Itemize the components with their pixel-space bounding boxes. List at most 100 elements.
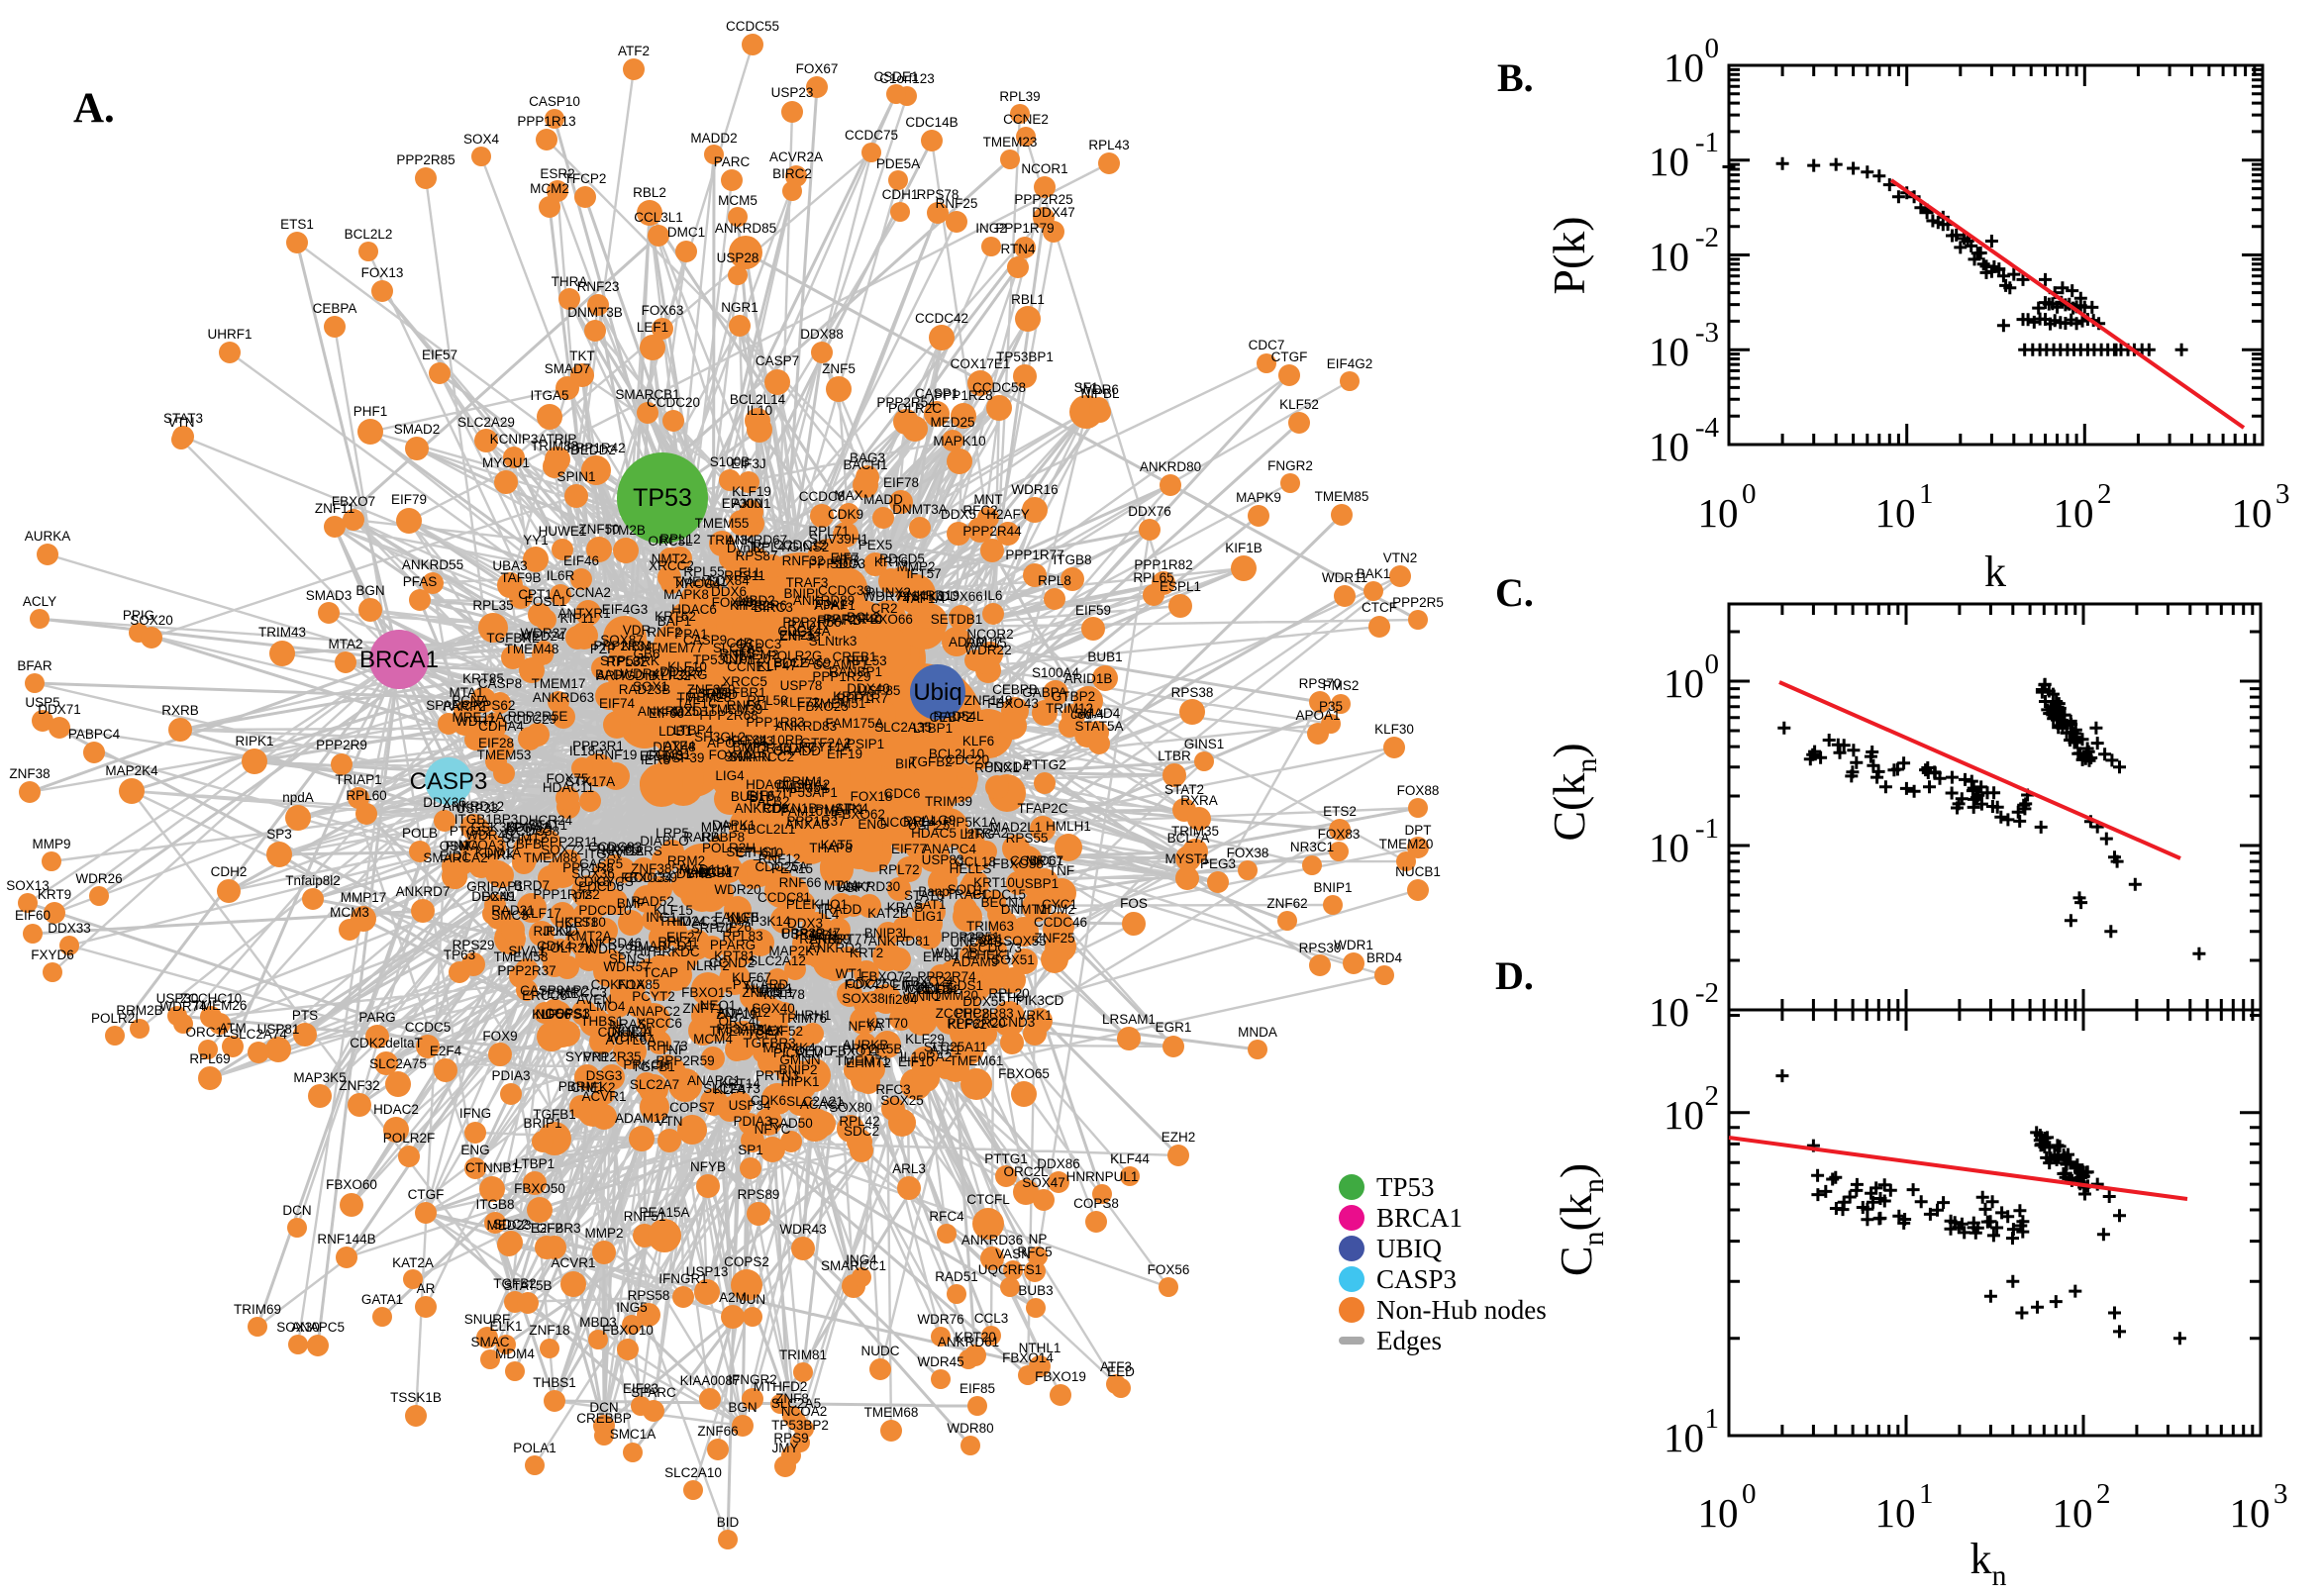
svg-text:PABPC4: PABPC4: [68, 727, 121, 742]
svg-text:RXRA: RXRA: [1180, 793, 1218, 808]
svg-text:SOX25: SOX25: [880, 1093, 924, 1108]
svg-text:DDX65: DDX65: [596, 842, 640, 856]
svg-text:CCDC59: CCDC59: [624, 870, 677, 885]
svg-text:ZNF89: ZNF89: [809, 932, 850, 947]
svg-text:TMEM2: TMEM2: [732, 648, 778, 662]
svg-text:PPP1R82: PPP1R82: [1134, 557, 1192, 572]
svg-text:ARID1B: ARID1B: [1064, 671, 1113, 686]
svg-text:DDX36: DDX36: [423, 795, 466, 810]
svg-text:P53AIP1: P53AIP1: [716, 1022, 768, 1037]
svg-text:TCAP: TCAP: [643, 965, 678, 980]
svg-text:MED23: MED23: [486, 1218, 531, 1233]
svg-text:NTHL1: NTHL1: [1019, 1341, 1061, 1355]
svg-text:FNGR2: FNGR2: [1267, 458, 1313, 473]
svg-text:MAD2L1: MAD2L1: [990, 820, 1043, 835]
svg-text:EID1: EID1: [440, 848, 469, 863]
svg-text:CCL18: CCL18: [955, 854, 996, 869]
svg-text:CTCF: CTCF: [1362, 600, 1397, 615]
svg-text:PDCD5: PDCD5: [879, 551, 925, 566]
svg-text:RAD17: RAD17: [787, 618, 831, 633]
svg-text:ING4: ING4: [846, 1252, 877, 1267]
svg-text:WDR57: WDR57: [603, 959, 650, 974]
svg-text:SMAD7: SMAD7: [545, 361, 591, 376]
svg-text:SLC2A7: SLC2A7: [630, 1077, 679, 1092]
svg-text:UBIQ: UBIQ: [1376, 1234, 1442, 1263]
svg-text:ADAM17: ADAM17: [949, 635, 1002, 649]
svg-text:PICALM: PICALM: [773, 1046, 823, 1060]
svg-text:PMS2: PMS2: [1323, 678, 1360, 693]
svg-text:TGFBR3: TGFBR3: [528, 1221, 580, 1236]
svg-text:Banp: Banp: [918, 884, 950, 899]
svg-text:ZNF32: ZNF32: [339, 1078, 379, 1093]
svg-text:10: 10: [1649, 234, 1689, 279]
svg-text:OEDD: OEDD: [794, 1044, 833, 1058]
svg-text:ITGAV: ITGAV: [584, 847, 624, 861]
svg-text:B.: B.: [1497, 55, 1534, 100]
svg-text:-4: -4: [1695, 412, 1720, 444]
svg-text:BACH1: BACH1: [843, 457, 887, 472]
svg-text:KAT2A: KAT2A: [392, 1255, 434, 1270]
svg-text:LRP5: LRP5: [656, 826, 689, 841]
svg-text:EIF3J: EIF3J: [731, 456, 765, 471]
svg-text:FOX47: FOX47: [845, 977, 887, 992]
svg-text:MCM2: MCM2: [530, 181, 569, 196]
svg-text:MAP3K5: MAP3K5: [293, 1070, 346, 1085]
svg-text:USP81: USP81: [257, 1022, 300, 1037]
svg-text:EED: EED: [1107, 1364, 1135, 1379]
svg-text:C(kn): C(kn): [1544, 743, 1603, 841]
svg-text:10: 10: [2053, 1490, 2093, 1536]
svg-text:CDK6: CDK6: [751, 1093, 786, 1108]
svg-text:POLR2K: POLR2K: [541, 941, 593, 955]
svg-text:BAX: BAX: [756, 1023, 782, 1038]
svg-text:ZNF50: ZNF50: [578, 522, 619, 537]
svg-text:SOX20: SOX20: [130, 613, 173, 628]
svg-text:HELLS: HELLS: [950, 861, 992, 876]
svg-text:PTTG2: PTTG2: [1023, 757, 1066, 772]
svg-text:HMLH1: HMLH1: [1046, 819, 1091, 834]
svg-text:AXIN1: AXIN1: [732, 496, 770, 511]
svg-text:CHEK2: CHEK2: [570, 1080, 615, 1095]
svg-text:PPP2R47: PPP2R47: [781, 926, 840, 941]
svg-text:FCN1: FCN1: [481, 889, 516, 904]
svg-text:EIF57: EIF57: [422, 348, 457, 362]
svg-text:RPL35: RPL35: [472, 598, 513, 613]
svg-text:DCN: DCN: [589, 1400, 618, 1415]
svg-text:ORC1L: ORC1L: [185, 1025, 231, 1040]
svg-text:BNIP2: BNIP2: [778, 1062, 817, 1077]
svg-text:BAD: BAD: [595, 667, 623, 682]
svg-text:PDCD10: PDCD10: [578, 903, 631, 918]
svg-text:BRD7: BRD7: [514, 878, 550, 893]
svg-text:BCL2L10: BCL2L10: [929, 747, 984, 761]
svg-text:FBXO65: FBXO65: [998, 1066, 1050, 1081]
svg-text:TFAP2C: TFAP2C: [1017, 801, 1067, 816]
svg-text:XRCC5: XRCC5: [722, 674, 767, 689]
svg-text:JUND: JUND: [543, 924, 578, 939]
svg-text:RPS87: RPS87: [736, 549, 778, 563]
svg-text:HRK: HRK: [487, 848, 516, 862]
svg-text:P35: P35: [1319, 699, 1343, 714]
svg-text:TGFBR1: TGFBR1: [713, 685, 765, 700]
svg-text:HDAC5: HDAC5: [911, 826, 957, 841]
svg-text:TP53BP2: TP53BP2: [771, 1418, 829, 1433]
svg-text:WDR16: WDR16: [1011, 482, 1058, 497]
svg-text:PLEKHO1: PLEKHO1: [786, 897, 848, 912]
svg-text:GATA1: GATA1: [361, 1292, 403, 1307]
svg-text:KLF19: KLF19: [732, 484, 771, 499]
svg-text:USP33: USP33: [456, 801, 499, 816]
svg-text:SLC2A74: SLC2A74: [230, 1027, 287, 1042]
svg-text:CCDC58: CCDC58: [972, 380, 1026, 395]
svg-text:PPP2R5B: PPP2R5B: [843, 1042, 903, 1056]
svg-text:FOX9: FOX9: [482, 1029, 517, 1044]
svg-text:CCDC20: CCDC20: [647, 395, 700, 410]
svg-text:SAT1: SAT1: [914, 897, 947, 912]
svg-text:-2: -2: [1695, 977, 1719, 1009]
svg-text:ZNF18: ZNF18: [529, 1323, 569, 1338]
svg-text:DDX48: DDX48: [653, 740, 696, 754]
svg-text:LTBP4: LTBP4: [673, 723, 714, 738]
svg-text:GABPA: GABPA: [1022, 685, 1067, 700]
svg-text:LMO4: LMO4: [589, 999, 626, 1014]
svg-text:FOX23: FOX23: [732, 734, 774, 748]
svg-text:H2AFY: H2AFY: [986, 507, 1030, 522]
svg-text:CDK8: CDK8: [574, 874, 610, 889]
svg-text:CDK7: CDK7: [779, 741, 815, 755]
